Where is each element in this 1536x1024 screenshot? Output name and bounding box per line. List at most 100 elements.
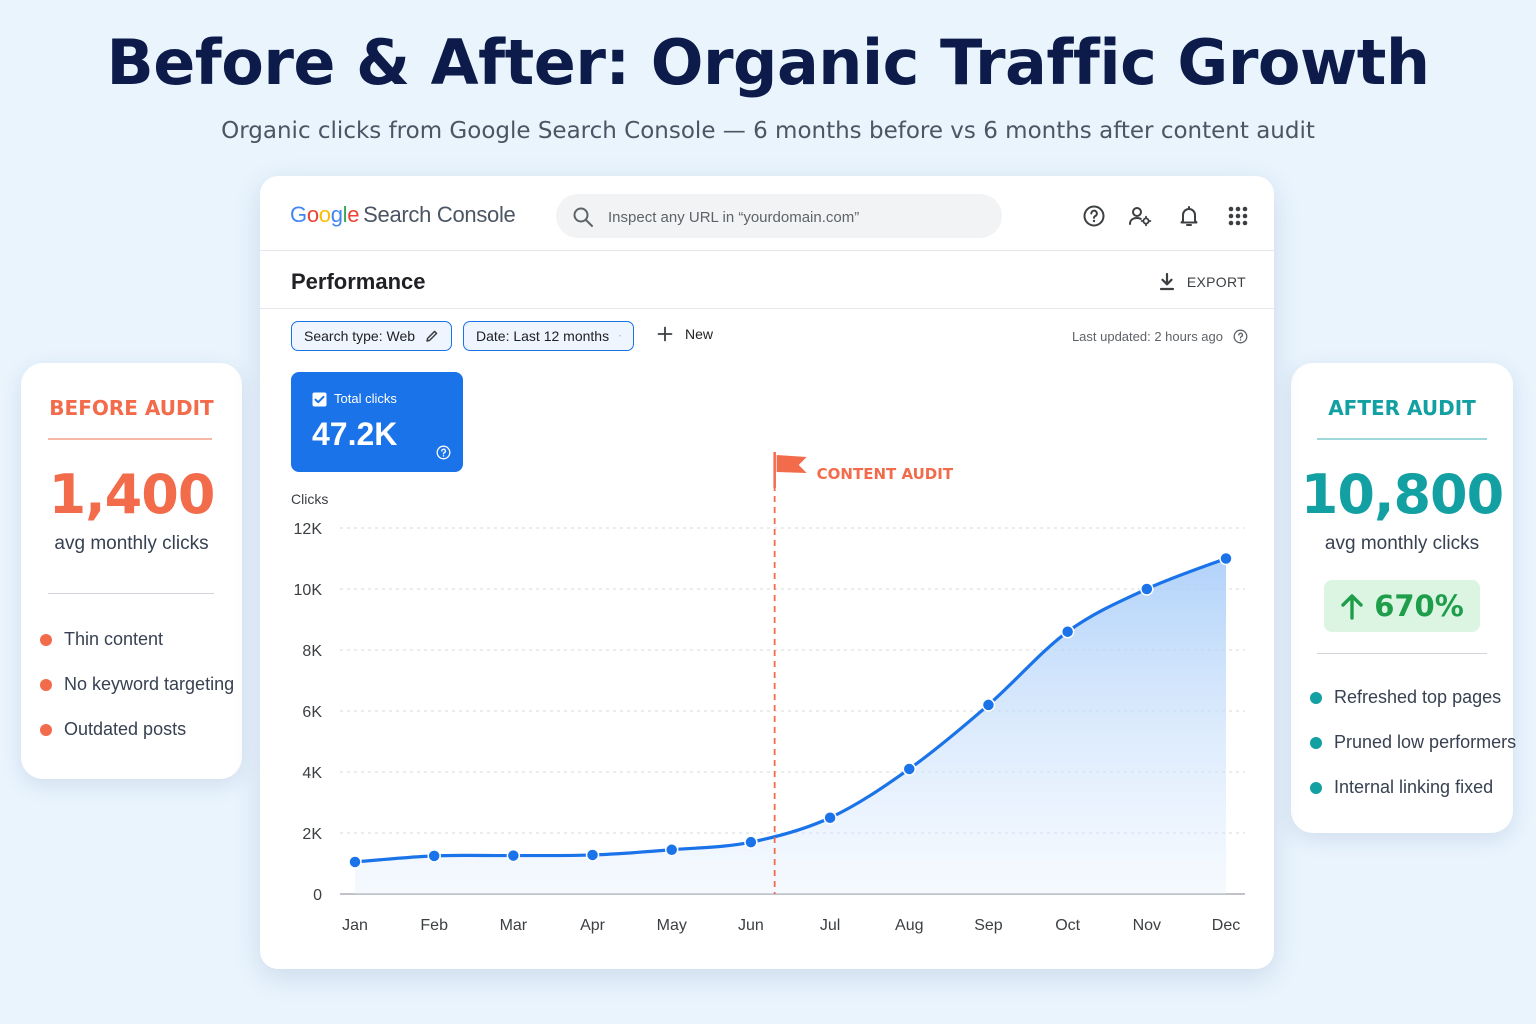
date-range-filter[interactable]: Date: Last 12 months <box>463 321 634 351</box>
google-logo-letter: e <box>347 202 360 227</box>
last-updated-text: Last updated: 2 hours ago <box>1071 329 1223 344</box>
bullet-dot <box>40 678 52 691</box>
after-avg-value: 10,800 <box>1300 463 1504 526</box>
data-point <box>1060 624 1075 639</box>
performance-header: Performance EXPORT <box>260 251 1274 309</box>
x-tick-label: Nov <box>1133 917 1161 934</box>
after-fix-list: Refreshed top pages Pruned low performer… <box>1310 675 1516 810</box>
x-tick-label: Mar <box>500 917 528 934</box>
list-item: Thin content <box>40 617 234 662</box>
top-app-bar: Google Search Console <box>260 176 1274 251</box>
section-title: Performance <box>291 269 426 294</box>
data-point <box>427 849 441 863</box>
export-label: EXPORT <box>1186 274 1246 290</box>
metric-value: 47.2K <box>312 416 398 452</box>
data-point <box>902 762 917 776</box>
export-button[interactable]: EXPORT <box>1159 273 1246 291</box>
x-tick-label: Jun <box>738 917 764 934</box>
list-item: Internal linking fixed <box>1310 765 1516 810</box>
data-point <box>506 848 521 863</box>
notifications-icon[interactable] <box>1177 204 1201 228</box>
data-point <box>664 843 679 857</box>
x-tick-label: Jan <box>342 917 368 934</box>
growth-badge: 670% <box>1324 580 1480 632</box>
before-card-title: BEFORE AUDIT <box>49 396 214 420</box>
data-point <box>823 811 837 825</box>
list-item: Refreshed top pages <box>1310 675 1516 720</box>
help-icon[interactable] <box>1082 204 1106 228</box>
y-tick-label: 0 <box>313 887 322 904</box>
series-area <box>355 558 1226 894</box>
x-tick-label: Oct <box>1055 917 1080 934</box>
after-avg-label: avg monthly clicks <box>1324 533 1480 554</box>
x-tick-label: Aug <box>895 917 923 934</box>
google-logo-letter: l <box>342 202 348 227</box>
after-card-divider <box>1317 653 1487 654</box>
google-logo-letter: g <box>330 202 343 227</box>
last-updated: Last updated: 2 hours ago <box>1072 329 1248 344</box>
y-tick-label: 8K <box>302 643 322 660</box>
total-clicks-metric[interactable]: Total clicks 47.2K <box>291 372 463 472</box>
before-issue-label: Outdated posts <box>64 719 187 739</box>
download-icon <box>1159 273 1174 291</box>
bullet-dot <box>1310 781 1322 794</box>
bullet-dot <box>40 633 52 646</box>
search-console-logo[interactable]: Google Search Console <box>290 202 516 228</box>
list-item: Outdated posts <box>40 707 234 752</box>
search-type-filter[interactable]: Search type: Web <box>291 321 452 351</box>
flag-icon <box>776 455 807 473</box>
after-audit-card: AFTER AUDIT 10,800 avg monthly clicks 67… <box>1291 363 1516 833</box>
plus-icon <box>657 326 673 342</box>
before-issue-label: No keyword targeting <box>64 674 235 694</box>
product-name: Search Console <box>363 202 516 227</box>
y-tick-label: 6K <box>302 704 322 721</box>
x-tick-label: Feb <box>420 917 448 934</box>
dropdown-arrow-icon <box>619 335 621 337</box>
bullet-dot <box>40 723 52 736</box>
data-point <box>348 855 362 869</box>
after-fix-label: Internal linking fixed <box>1334 777 1494 797</box>
before-audit-card: BEFORE AUDIT 1,400 avg monthly clicks Th… <box>21 363 242 779</box>
before-avg-label: avg monthly clicks <box>54 533 209 554</box>
metric-label: Total clicks <box>334 391 397 406</box>
url-inspect-input[interactable] <box>606 194 990 240</box>
help-icon[interactable] <box>1233 329 1248 344</box>
after-fix-label: Refreshed top pages <box>1334 687 1502 707</box>
edit-pencil-icon <box>426 330 438 342</box>
after-fix-label: Pruned low performers <box>1334 732 1517 752</box>
before-card-divider <box>48 593 214 594</box>
after-card-title: AFTER AUDIT <box>1328 396 1476 420</box>
google-logo-letter: G <box>290 202 307 227</box>
x-tick-label: Jul <box>820 917 840 934</box>
y-axis-label: Clicks <box>291 491 328 507</box>
google-wordmark: Google <box>290 202 359 227</box>
page-title: Before & After: Organic Traffic Growth <box>106 26 1430 99</box>
data-point <box>585 848 600 862</box>
add-filter-button[interactable]: New <box>657 326 713 342</box>
y-tick-label: 2K <box>302 826 322 843</box>
clicks-chart: Clicks 0 2K 4K 6K 8K 10K 12K CONTENT AUDIT Jan Feb… <box>291 452 1245 934</box>
google-logo-letter: o <box>318 202 331 227</box>
after-card-accent-rule <box>1317 438 1487 440</box>
help-icon[interactable] <box>436 445 451 460</box>
url-inspection-search[interactable] <box>556 194 1002 240</box>
x-tick-label: Dec <box>1212 917 1240 934</box>
before-card-accent-rule <box>48 438 212 440</box>
y-tick-label: 4K <box>302 765 322 782</box>
search-type-label: Search type: Web <box>304 328 416 344</box>
list-item: No keyword targeting <box>40 662 234 707</box>
apps-grid-icon[interactable] <box>1226 204 1250 228</box>
google-logo-letter: o <box>306 202 319 227</box>
search-icon <box>573 207 593 227</box>
bullet-dot <box>1310 691 1322 704</box>
y-tick-label: 12K <box>294 521 323 538</box>
before-issue-label: Thin content <box>64 629 164 649</box>
page-subtitle: Organic clicks from Google Search Consol… <box>221 118 1315 144</box>
growth-percent: 670% <box>1374 589 1464 623</box>
data-point <box>1219 551 1233 566</box>
manage-users-icon[interactable] <box>1128 204 1152 228</box>
checkbox-checked-icon[interactable] <box>312 392 327 407</box>
date-range-label: Date: Last 12 months <box>476 328 610 344</box>
audit-annotation-label: CONTENT AUDIT <box>817 465 954 483</box>
